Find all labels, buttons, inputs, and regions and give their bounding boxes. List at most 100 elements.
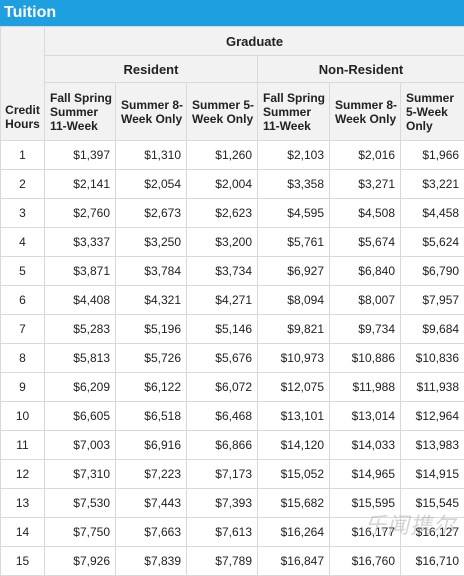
tuition-cell: $7,789	[187, 547, 258, 576]
tuition-cell: $13,014	[330, 402, 401, 431]
tuition-cell: $5,676	[187, 344, 258, 373]
tuition-cell: $7,173	[187, 460, 258, 489]
tuition-cell: $2,004	[187, 170, 258, 199]
credit-hours-cell: 10	[1, 402, 45, 431]
tuition-cell: $7,443	[116, 489, 187, 518]
tuition-cell: $4,408	[45, 286, 116, 315]
tuition-cell: $3,734	[187, 257, 258, 286]
credit-hours-cell: 11	[1, 431, 45, 460]
tuition-cell: $9,821	[258, 315, 330, 344]
tuition-cell: $6,840	[330, 257, 401, 286]
credit-hours-cell: 1	[1, 141, 45, 170]
credit-hours-header: Credit Hours	[1, 27, 45, 141]
watermark: 乐闻携尔	[364, 508, 456, 540]
tuition-cell: $7,957	[401, 286, 464, 315]
table-row: 4$3,337$3,250$3,200$5,761$5,674$5,624	[1, 228, 464, 257]
tuition-cell: $1,260	[187, 141, 258, 170]
col-header-resident-5week: Summer 5-Week Only	[187, 83, 258, 141]
tuition-cell: $3,221	[401, 170, 464, 199]
tuition-cell: $4,321	[116, 286, 187, 315]
tuition-cell: $3,784	[116, 257, 187, 286]
tuition-cell: $11,988	[330, 373, 401, 402]
tuition-cell: $16,760	[330, 547, 401, 576]
tuition-cell: $9,734	[330, 315, 401, 344]
tuition-cell: $4,458	[401, 199, 464, 228]
table-row: 1$1,397$1,310$1,260$2,103$2,016$1,966	[1, 141, 464, 170]
table-row: 15$7,926$7,839$7,789$16,847$16,760$16,71…	[1, 547, 464, 576]
tuition-cell: $12,964	[401, 402, 464, 431]
tuition-cell: $9,684	[401, 315, 464, 344]
tuition-cell: $3,250	[116, 228, 187, 257]
tuition-cell: $2,623	[187, 199, 258, 228]
table-row: 9$6,209$6,122$6,072$12,075$11,988$11,938	[1, 373, 464, 402]
table-row: 8$5,813$5,726$5,676$10,973$10,886$10,836	[1, 344, 464, 373]
tuition-cell: $1,397	[45, 141, 116, 170]
tuition-cell: $4,271	[187, 286, 258, 315]
tuition-cell: $3,200	[187, 228, 258, 257]
tuition-cell: $6,916	[116, 431, 187, 460]
tuition-cell: $13,101	[258, 402, 330, 431]
tuition-cell: $16,847	[258, 547, 330, 576]
tuition-cell: $3,871	[45, 257, 116, 286]
credit-hours-cell: 9	[1, 373, 45, 402]
tuition-cell: $7,926	[45, 547, 116, 576]
col-header-resident-8week: Summer 8-Week Only	[116, 83, 187, 141]
table-row: 10$6,605$6,518$6,468$13,101$13,014$12,96…	[1, 402, 464, 431]
table-row: 3$2,760$2,673$2,623$4,595$4,508$4,458	[1, 199, 464, 228]
credit-hours-cell: 4	[1, 228, 45, 257]
resident-header: Resident	[45, 56, 258, 83]
table-row: 11$7,003$6,916$6,866$14,120$14,033$13,98…	[1, 431, 464, 460]
tuition-cell: $3,337	[45, 228, 116, 257]
tuition-cell: $16,264	[258, 518, 330, 547]
tuition-cell: $2,054	[116, 170, 187, 199]
tuition-cell: $4,508	[330, 199, 401, 228]
tuition-cell: $7,223	[116, 460, 187, 489]
tuition-cell: $13,983	[401, 431, 464, 460]
graduate-header: Graduate	[45, 27, 464, 56]
table-row: 2$2,141$2,054$2,004$3,358$3,271$3,221	[1, 170, 464, 199]
tuition-cell: $7,003	[45, 431, 116, 460]
table-row: 5$3,871$3,784$3,734$6,927$6,840$6,790	[1, 257, 464, 286]
tuition-cell: $2,141	[45, 170, 116, 199]
credit-hours-cell: 6	[1, 286, 45, 315]
tuition-cell: $5,761	[258, 228, 330, 257]
tuition-cell: $5,726	[116, 344, 187, 373]
nonresident-header: Non-Resident	[258, 56, 464, 83]
tuition-cell: $2,760	[45, 199, 116, 228]
tuition-cell: $8,094	[258, 286, 330, 315]
table-row: 6$4,408$4,321$4,271$8,094$8,007$7,957	[1, 286, 464, 315]
tuition-cell: $1,966	[401, 141, 464, 170]
tuition-cell: $6,468	[187, 402, 258, 431]
tuition-cell: $6,209	[45, 373, 116, 402]
credit-hours-cell: 7	[1, 315, 45, 344]
credit-hours-cell: 5	[1, 257, 45, 286]
tuition-cell: $6,790	[401, 257, 464, 286]
tuition-cell: $2,103	[258, 141, 330, 170]
tuition-cell: $2,016	[330, 141, 401, 170]
credit-hours-cell: 15	[1, 547, 45, 576]
tuition-cell: $4,595	[258, 199, 330, 228]
tuition-cell: $1,310	[116, 141, 187, 170]
tuition-cell: $14,915	[401, 460, 464, 489]
tuition-cell: $7,530	[45, 489, 116, 518]
tuition-cell: $5,624	[401, 228, 464, 257]
credit-hours-cell: 12	[1, 460, 45, 489]
tuition-cell: $10,973	[258, 344, 330, 373]
tuition-cell: $14,965	[330, 460, 401, 489]
table-row: 12$7,310$7,223$7,173$15,052$14,965$14,91…	[1, 460, 464, 489]
col-header-nonresident-8week: Summer 8-Week Only	[330, 83, 401, 141]
credit-hours-cell: 2	[1, 170, 45, 199]
credit-hours-cell: 8	[1, 344, 45, 373]
table-row: 7$5,283$5,196$5,146$9,821$9,734$9,684	[1, 315, 464, 344]
tuition-cell: $11,938	[401, 373, 464, 402]
tuition-cell: $6,072	[187, 373, 258, 402]
tuition-cell: $7,310	[45, 460, 116, 489]
tuition-cell: $14,120	[258, 431, 330, 460]
col-header-nonresident-5week: Summer 5-Week Only	[401, 83, 464, 141]
tuition-cell: $5,196	[116, 315, 187, 344]
tuition-cell: $5,146	[187, 315, 258, 344]
tuition-cell: $16,710	[401, 547, 464, 576]
tuition-cell: $6,122	[116, 373, 187, 402]
tuition-cell: $10,836	[401, 344, 464, 373]
tuition-cell: $6,927	[258, 257, 330, 286]
